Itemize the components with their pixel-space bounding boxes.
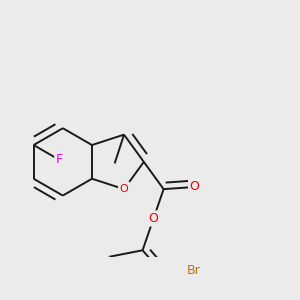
Text: O: O	[189, 180, 200, 194]
Text: F: F	[56, 153, 63, 167]
Text: O: O	[148, 212, 158, 225]
Text: O: O	[190, 181, 200, 194]
Text: Br: Br	[187, 264, 201, 277]
Text: O: O	[119, 183, 129, 196]
Text: O: O	[148, 212, 159, 225]
Text: F: F	[55, 153, 63, 167]
Text: O: O	[120, 184, 128, 194]
Text: Br: Br	[186, 263, 202, 277]
